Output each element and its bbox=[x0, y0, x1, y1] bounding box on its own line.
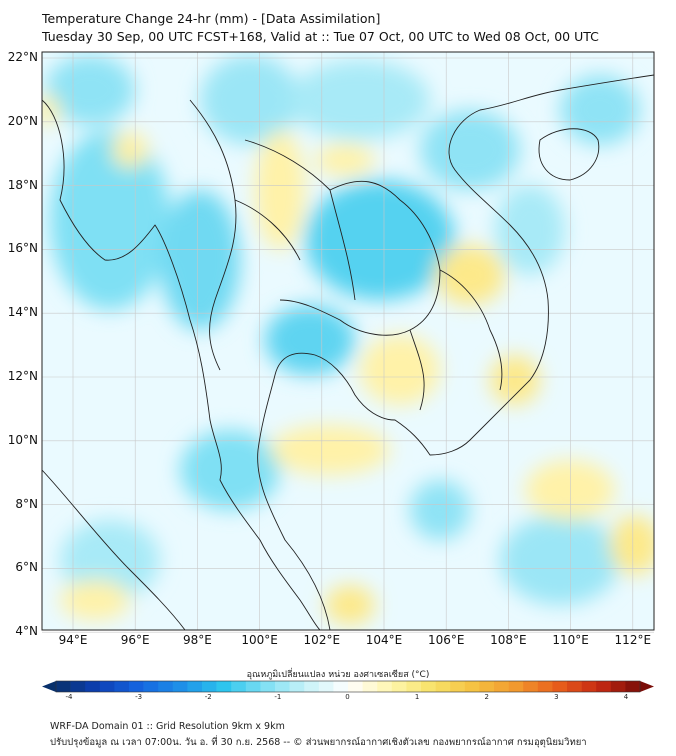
colorbar-bin bbox=[333, 681, 349, 692]
colorbar-bin bbox=[348, 681, 363, 692]
lon-label: 112°E bbox=[614, 633, 652, 647]
colorbar-bin bbox=[85, 681, 101, 692]
colorbar-bin bbox=[70, 681, 86, 692]
colorbar-min-extend bbox=[42, 681, 56, 692]
footer-domain-info: WRF-DA Domain 01 :: Grid Resolution 9km … bbox=[50, 721, 285, 732]
colorbar-bin bbox=[391, 681, 407, 692]
colorbar-label: อุณหภูมิเปลี่ยนแปลง หน่วย องศาเซลเซียส (… bbox=[246, 670, 430, 680]
lon-label: 102°E bbox=[303, 633, 341, 647]
colorbar-bin bbox=[435, 681, 451, 692]
lat-label: 6°N bbox=[15, 560, 38, 575]
colorbar-max-extend bbox=[640, 681, 654, 692]
map-title: Temperature Change 24-hr (mm) - [Data As… bbox=[42, 11, 381, 26]
colorbar-bin bbox=[114, 681, 130, 692]
lon-label: 106°E bbox=[427, 633, 465, 647]
colorbar-tick-label: -2 bbox=[204, 693, 212, 701]
map-frame bbox=[41, 51, 655, 631]
lon-label: 104°E bbox=[365, 633, 403, 647]
colorbar-bin bbox=[479, 681, 495, 692]
colorbar-bin bbox=[508, 681, 524, 692]
lon-label: 96°E bbox=[120, 633, 150, 647]
colorbar-bin bbox=[245, 681, 261, 692]
colorbar-tick-label: 3 bbox=[554, 693, 559, 701]
colorbar-bin bbox=[260, 681, 276, 692]
colorbar-bin bbox=[231, 681, 247, 692]
colorbar-bin bbox=[129, 681, 144, 692]
colorbar-bin bbox=[56, 681, 71, 692]
lat-label: 16°N bbox=[7, 241, 38, 256]
colorbar-bin bbox=[625, 681, 641, 692]
colorbar-bin bbox=[596, 681, 612, 692]
lat-label: 12°N bbox=[7, 369, 38, 383]
colorbar-bin bbox=[406, 681, 422, 692]
colorbar-bin bbox=[99, 681, 115, 692]
colorbar-tick-label: -1 bbox=[274, 693, 282, 701]
colorbar-tick-label: 0 bbox=[345, 693, 350, 701]
temperature-field bbox=[42, 52, 654, 630]
lon-label: 94°E bbox=[58, 633, 88, 647]
colorbar-bin bbox=[143, 681, 159, 692]
lat-label: 4°N bbox=[15, 624, 38, 639]
colorbar-bin bbox=[216, 681, 232, 692]
colorbar-bin bbox=[523, 681, 539, 692]
lat-label: 18°N bbox=[7, 177, 38, 192]
colorbar-bin bbox=[537, 681, 553, 692]
colorbar-tick-label: -4 bbox=[65, 693, 73, 701]
lat-label: 10°N bbox=[7, 432, 38, 447]
colorbar-bin bbox=[289, 681, 305, 692]
colorbar-bin bbox=[464, 681, 480, 692]
colorbar-bin bbox=[362, 681, 378, 692]
lat-label: 20°N bbox=[7, 113, 38, 128]
coastline-borders bbox=[42, 74, 654, 630]
lon-label: 98°E bbox=[182, 633, 212, 647]
colorbar-tick-label: 4 bbox=[623, 693, 629, 701]
colorbar-bin bbox=[172, 681, 188, 692]
colorbar-bin bbox=[567, 681, 582, 692]
colorbar-tick-label: 1 bbox=[414, 693, 420, 701]
lon-label: 108°E bbox=[490, 633, 527, 647]
footer-credit: ปรับปรุงข้อมูล ณ เวลา 07:00น. วัน อ. ที่… bbox=[50, 737, 587, 748]
colorbar-bin bbox=[202, 681, 217, 692]
colorbar-bin bbox=[581, 681, 597, 692]
lat-label: 14°N bbox=[7, 305, 38, 320]
colorbar-frame bbox=[55, 680, 641, 693]
lon-label: 110°E bbox=[552, 633, 589, 647]
colorbar-bin bbox=[610, 681, 626, 692]
colorbar-tick-label: 2 bbox=[484, 693, 489, 701]
lat-label: 22°N bbox=[7, 50, 38, 64]
colorbar-bin bbox=[494, 681, 509, 692]
colorbar-bin bbox=[158, 681, 174, 692]
colorbar-bin bbox=[552, 681, 568, 692]
colorbar-bin bbox=[377, 681, 393, 692]
lat-label: 8°N bbox=[15, 496, 38, 511]
colorbar-bin bbox=[304, 681, 320, 692]
graticule bbox=[42, 52, 654, 633]
colorbar-bin bbox=[421, 681, 436, 692]
map-subtitle: Tuesday 30 Sep, 00 UTC FCST+168, Valid a… bbox=[42, 29, 599, 44]
colorbar-tick-label: -3 bbox=[135, 693, 143, 701]
colorbar-bin bbox=[187, 681, 203, 692]
lon-label: 100°E bbox=[241, 633, 278, 647]
colorbar-bin bbox=[318, 681, 334, 692]
colorbar-bin bbox=[275, 681, 290, 692]
colorbar-bin bbox=[450, 681, 466, 692]
